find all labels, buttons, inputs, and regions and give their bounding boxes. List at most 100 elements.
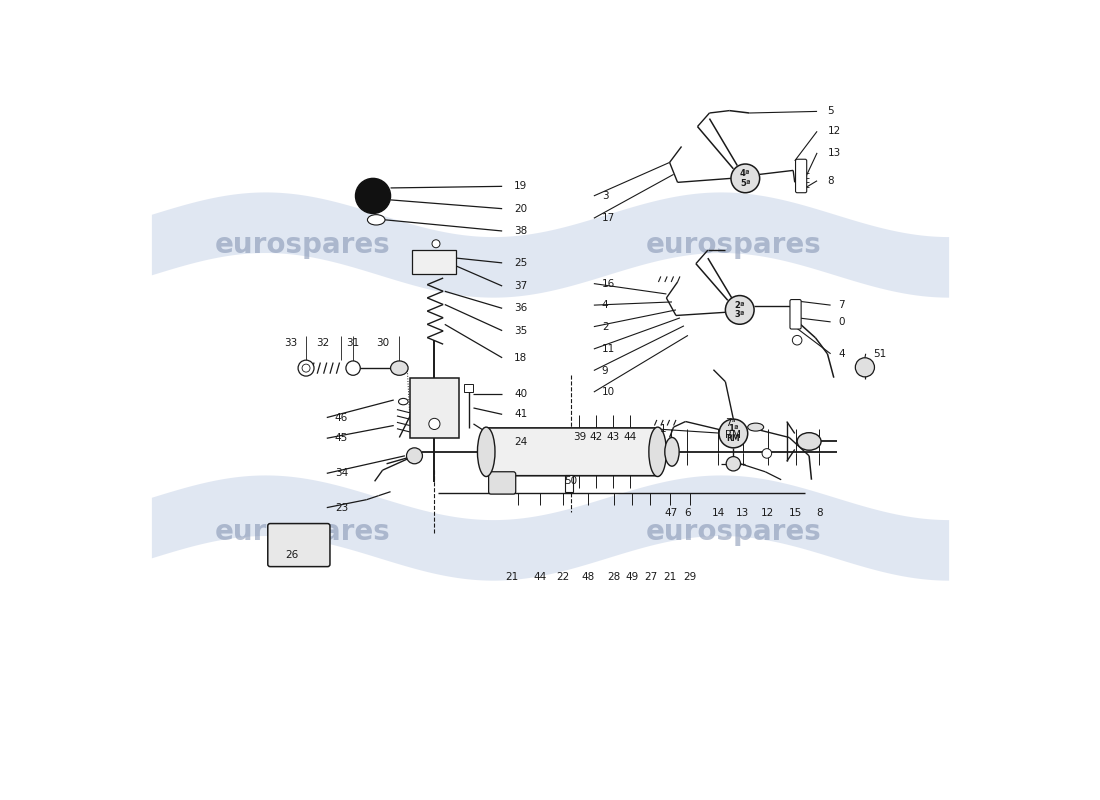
FancyBboxPatch shape <box>483 428 661 476</box>
Text: eurospares: eurospares <box>214 518 390 546</box>
Text: 12: 12 <box>761 508 774 518</box>
FancyBboxPatch shape <box>790 299 801 329</box>
Text: 22: 22 <box>557 572 570 582</box>
Ellipse shape <box>649 427 667 477</box>
Circle shape <box>856 358 875 377</box>
Text: 29: 29 <box>684 572 697 582</box>
Text: 15: 15 <box>789 508 802 518</box>
Text: 51: 51 <box>873 349 887 358</box>
Text: 24: 24 <box>514 438 527 447</box>
Text: eurospares: eurospares <box>646 518 822 546</box>
Bar <box>565 475 573 493</box>
Text: 47: 47 <box>664 508 678 518</box>
Circle shape <box>725 295 755 324</box>
Text: 44: 44 <box>623 432 636 442</box>
FancyBboxPatch shape <box>267 523 330 566</box>
Text: 37: 37 <box>514 281 527 291</box>
Text: 3: 3 <box>602 191 608 201</box>
Text: 34: 34 <box>334 468 348 478</box>
Circle shape <box>407 448 422 464</box>
Text: 49: 49 <box>626 572 639 582</box>
Text: 13: 13 <box>736 508 749 518</box>
Circle shape <box>429 418 440 430</box>
Text: 38: 38 <box>514 226 527 236</box>
Text: 39: 39 <box>573 432 586 442</box>
Text: 36: 36 <box>514 303 527 314</box>
Text: 5: 5 <box>827 106 834 117</box>
Text: 44: 44 <box>534 572 547 582</box>
Text: 28: 28 <box>607 572 620 582</box>
Text: 46: 46 <box>334 413 348 422</box>
Text: 7: 7 <box>838 300 845 310</box>
Circle shape <box>732 164 760 193</box>
Text: 7ᵃ
RM: 7ᵃ RM <box>725 418 741 439</box>
Circle shape <box>726 457 740 471</box>
Circle shape <box>298 360 314 376</box>
Text: 42: 42 <box>590 432 603 442</box>
Circle shape <box>432 240 440 248</box>
Ellipse shape <box>798 433 821 450</box>
Text: 21: 21 <box>505 572 518 582</box>
Text: 16: 16 <box>602 278 615 289</box>
Text: 35: 35 <box>514 326 527 336</box>
Ellipse shape <box>367 214 385 225</box>
Bar <box>464 384 473 392</box>
FancyBboxPatch shape <box>412 250 456 274</box>
Text: 43: 43 <box>606 432 619 442</box>
Text: 25: 25 <box>514 258 527 268</box>
Text: 8: 8 <box>827 176 834 186</box>
Text: 23: 23 <box>334 502 348 513</box>
Text: 33: 33 <box>284 338 297 347</box>
Text: 31: 31 <box>345 338 359 347</box>
Text: 10: 10 <box>602 387 615 397</box>
Ellipse shape <box>748 423 763 431</box>
Text: 40: 40 <box>514 389 527 398</box>
Text: eurospares: eurospares <box>214 230 390 258</box>
Text: 21: 21 <box>663 572 676 582</box>
Ellipse shape <box>664 438 679 466</box>
Text: 27: 27 <box>644 572 657 582</box>
FancyBboxPatch shape <box>409 378 459 438</box>
Text: 11: 11 <box>602 344 615 354</box>
Ellipse shape <box>390 361 408 375</box>
Text: 48: 48 <box>582 572 595 582</box>
Text: 2ª: 2ª <box>735 301 745 310</box>
Text: 6: 6 <box>684 508 691 518</box>
Text: 4: 4 <box>602 300 608 310</box>
FancyBboxPatch shape <box>488 472 516 494</box>
Text: eurospares: eurospares <box>646 230 822 258</box>
Text: 9: 9 <box>602 366 608 375</box>
Text: 5ª: 5ª <box>740 178 750 188</box>
FancyBboxPatch shape <box>795 159 806 193</box>
Text: RM: RM <box>726 434 740 442</box>
Circle shape <box>302 364 310 372</box>
Text: 1: 1 <box>660 424 667 434</box>
Text: 12: 12 <box>827 126 840 136</box>
Text: 1ª: 1ª <box>728 424 739 434</box>
Text: 0: 0 <box>838 317 845 327</box>
Text: 32: 32 <box>316 338 329 347</box>
Text: 18: 18 <box>514 353 527 362</box>
Text: 4ª: 4ª <box>740 169 750 178</box>
Text: 19: 19 <box>514 182 527 191</box>
Text: 13: 13 <box>827 148 840 158</box>
Text: 30: 30 <box>376 338 389 347</box>
Ellipse shape <box>477 427 495 477</box>
Circle shape <box>355 178 390 214</box>
Text: 45: 45 <box>334 434 348 443</box>
Text: 26: 26 <box>285 550 298 561</box>
Text: 3ª: 3ª <box>735 310 745 319</box>
Text: 4: 4 <box>838 349 845 358</box>
Circle shape <box>719 419 748 448</box>
Text: 14: 14 <box>712 508 725 518</box>
Ellipse shape <box>398 398 408 405</box>
Text: 8: 8 <box>816 508 823 518</box>
Circle shape <box>792 335 802 345</box>
Circle shape <box>345 361 361 375</box>
Circle shape <box>762 449 771 458</box>
Text: 50: 50 <box>564 476 578 486</box>
Text: 17: 17 <box>602 214 615 223</box>
Text: 41: 41 <box>514 410 527 419</box>
Text: 20: 20 <box>514 204 527 214</box>
Text: 2: 2 <box>602 322 608 332</box>
